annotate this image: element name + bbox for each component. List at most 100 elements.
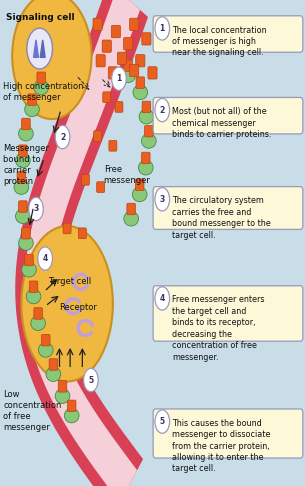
FancyBboxPatch shape (97, 182, 105, 192)
FancyBboxPatch shape (49, 359, 58, 370)
Circle shape (84, 368, 98, 392)
Ellipse shape (132, 187, 147, 202)
FancyBboxPatch shape (19, 145, 27, 156)
FancyBboxPatch shape (81, 174, 89, 185)
FancyBboxPatch shape (34, 308, 42, 319)
Text: 3: 3 (33, 205, 39, 213)
Text: Most (but not all) of the
chemical messenger
binds to carrier proteins.: Most (but not all) of the chemical messe… (172, 107, 272, 139)
Circle shape (112, 67, 126, 90)
FancyBboxPatch shape (58, 381, 67, 392)
FancyBboxPatch shape (153, 286, 303, 341)
FancyBboxPatch shape (28, 94, 36, 105)
FancyBboxPatch shape (111, 25, 120, 38)
Ellipse shape (16, 153, 30, 168)
FancyBboxPatch shape (41, 334, 50, 346)
FancyBboxPatch shape (103, 92, 111, 103)
Text: 1: 1 (160, 24, 165, 33)
FancyBboxPatch shape (142, 33, 151, 45)
Ellipse shape (124, 211, 138, 226)
Text: Target cell: Target cell (48, 278, 92, 286)
Circle shape (155, 287, 170, 310)
Ellipse shape (133, 85, 148, 100)
Ellipse shape (19, 126, 33, 141)
FancyBboxPatch shape (136, 54, 145, 67)
Text: 1: 1 (116, 74, 122, 83)
Text: 2: 2 (160, 105, 165, 115)
FancyBboxPatch shape (145, 125, 153, 137)
Ellipse shape (19, 236, 33, 250)
FancyBboxPatch shape (136, 77, 145, 88)
Circle shape (38, 247, 52, 270)
FancyBboxPatch shape (78, 228, 86, 239)
FancyBboxPatch shape (109, 140, 117, 151)
FancyBboxPatch shape (115, 102, 123, 112)
Text: Messenger
bound to
carrier
protein: Messenger bound to carrier protein (3, 144, 49, 187)
Circle shape (155, 188, 170, 211)
Text: 4: 4 (160, 294, 165, 303)
Ellipse shape (14, 180, 29, 194)
Text: 4: 4 (42, 254, 48, 263)
FancyBboxPatch shape (130, 18, 139, 31)
Ellipse shape (26, 289, 41, 304)
Ellipse shape (55, 389, 70, 403)
Text: Free
messenger: Free messenger (104, 165, 151, 185)
FancyBboxPatch shape (63, 223, 71, 234)
FancyBboxPatch shape (124, 60, 132, 71)
Ellipse shape (21, 226, 113, 382)
FancyBboxPatch shape (94, 131, 102, 141)
Ellipse shape (31, 316, 45, 330)
FancyBboxPatch shape (135, 179, 144, 191)
FancyBboxPatch shape (93, 18, 102, 31)
Text: 5: 5 (160, 417, 165, 426)
FancyBboxPatch shape (148, 67, 157, 79)
FancyBboxPatch shape (17, 172, 26, 183)
Ellipse shape (34, 80, 48, 95)
Circle shape (55, 125, 70, 149)
FancyBboxPatch shape (142, 152, 150, 164)
Polygon shape (34, 40, 38, 57)
FancyBboxPatch shape (117, 52, 127, 65)
FancyBboxPatch shape (25, 254, 33, 266)
Ellipse shape (22, 262, 36, 277)
FancyBboxPatch shape (96, 54, 105, 67)
Circle shape (29, 197, 43, 221)
Polygon shape (16, 0, 147, 486)
Text: The local concentration
of messenger is high
near the signaling cell.: The local concentration of messenger is … (172, 25, 267, 57)
Polygon shape (40, 40, 45, 57)
Ellipse shape (25, 102, 39, 117)
FancyBboxPatch shape (130, 64, 139, 77)
Text: Low
concentration
of free
messenger: Low concentration of free messenger (3, 389, 61, 432)
FancyBboxPatch shape (102, 40, 111, 52)
Circle shape (155, 410, 170, 434)
Text: Receptor: Receptor (59, 303, 97, 312)
Text: Free messenger enters
the target cell and
binds to its receptor,
decreasing the
: Free messenger enters the target cell an… (172, 295, 265, 362)
Circle shape (155, 17, 170, 40)
FancyBboxPatch shape (108, 67, 117, 79)
FancyBboxPatch shape (153, 187, 303, 229)
FancyBboxPatch shape (22, 227, 30, 239)
Ellipse shape (64, 408, 79, 423)
FancyBboxPatch shape (29, 281, 38, 293)
FancyBboxPatch shape (22, 118, 30, 130)
Ellipse shape (138, 160, 153, 175)
FancyBboxPatch shape (142, 101, 151, 113)
FancyBboxPatch shape (153, 16, 303, 52)
Text: 2: 2 (60, 133, 65, 141)
Text: This causes the bound
messenger to dissociate
from the carrier protein,
allowing: This causes the bound messenger to disso… (172, 419, 271, 473)
Text: High concentration
of messenger: High concentration of messenger (3, 82, 84, 103)
FancyBboxPatch shape (153, 409, 303, 458)
Polygon shape (25, 0, 139, 486)
Circle shape (27, 28, 52, 69)
Ellipse shape (16, 209, 30, 224)
FancyBboxPatch shape (67, 400, 76, 412)
FancyBboxPatch shape (124, 37, 133, 50)
Ellipse shape (38, 343, 53, 357)
Text: The circulatory system
carries the free and
bound messenger to the
target cell.: The circulatory system carries the free … (172, 196, 271, 240)
FancyBboxPatch shape (37, 72, 45, 84)
FancyBboxPatch shape (127, 203, 135, 215)
Ellipse shape (142, 134, 156, 148)
Ellipse shape (121, 68, 135, 83)
FancyBboxPatch shape (153, 97, 303, 134)
Text: 3: 3 (160, 195, 165, 204)
Ellipse shape (46, 367, 61, 382)
